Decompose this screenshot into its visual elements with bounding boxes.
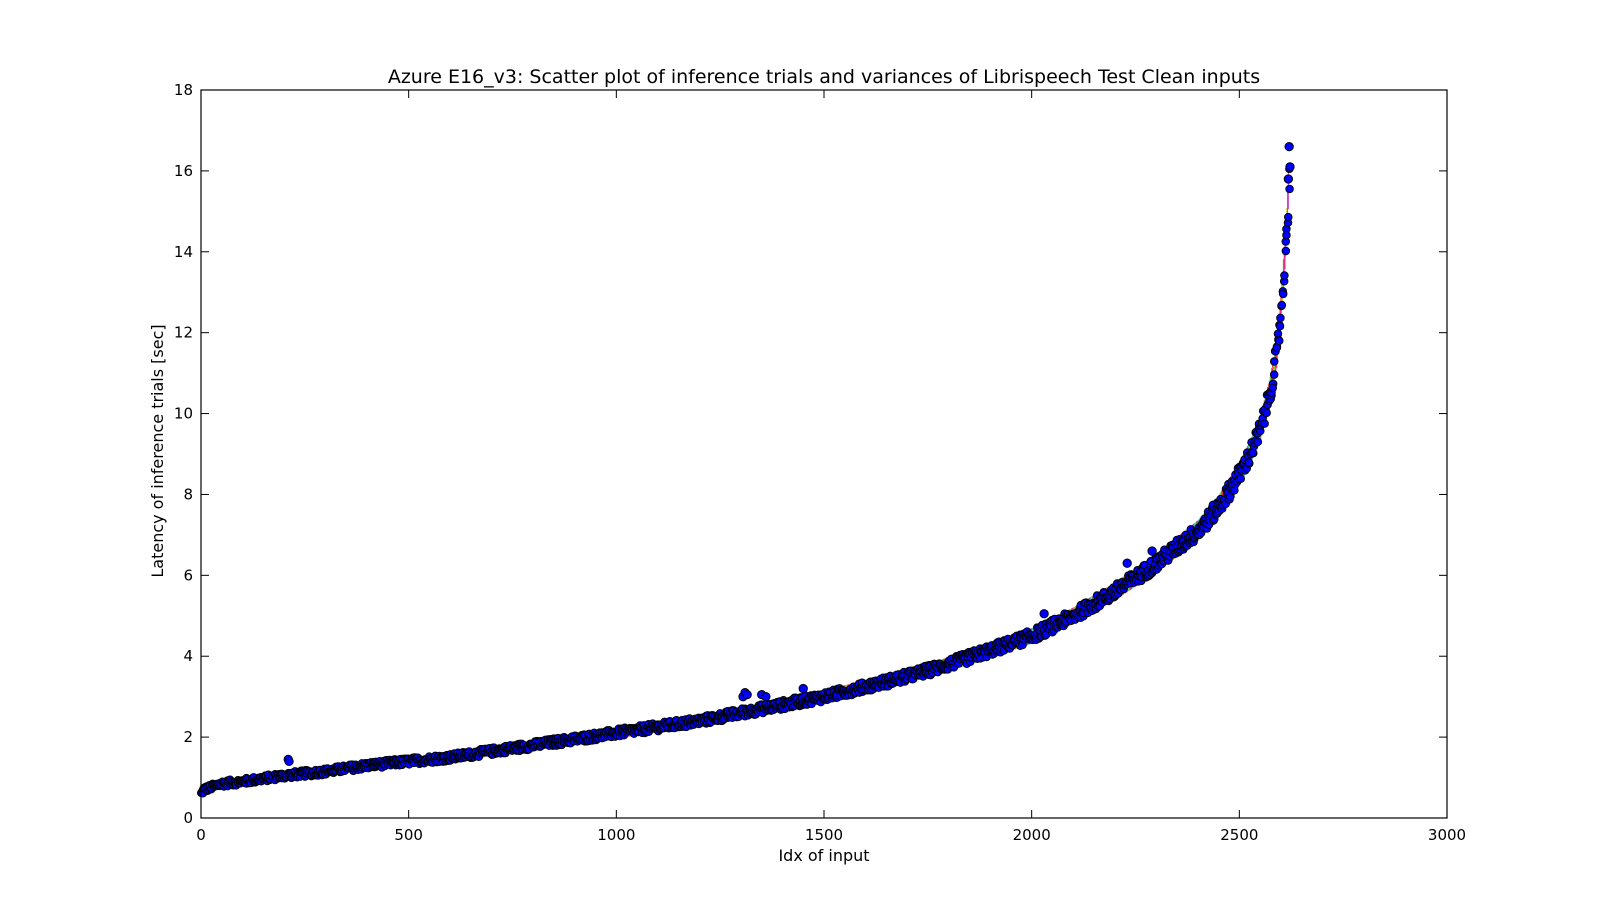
outlier-point: [1147, 546, 1157, 556]
data-point: [1260, 419, 1269, 428]
data-point: [1284, 212, 1293, 222]
marker-layer: [197, 141, 1295, 798]
data-point: [1277, 300, 1287, 310]
data-point: [1282, 230, 1291, 240]
data-point: [1276, 313, 1285, 323]
outlier-point: [1283, 174, 1293, 184]
data-point: [1236, 474, 1246, 483]
outlier-point: [1122, 558, 1132, 568]
outlier-point: [1039, 609, 1049, 619]
data-point: [1281, 246, 1291, 256]
x-tick-label: 1500: [805, 826, 843, 844]
data-point: [1269, 370, 1279, 379]
data-point: [1268, 383, 1278, 393]
y-tick-label: 12: [174, 324, 193, 342]
x-axis-label: Idx of input: [778, 846, 869, 865]
y-tick-label: 16: [174, 162, 193, 180]
y-tick-label: 6: [183, 566, 193, 584]
data-point: [1275, 321, 1285, 331]
y-tick-label: 8: [183, 485, 193, 503]
data-point: [1253, 437, 1263, 447]
x-tick-label: 0: [196, 826, 206, 844]
y-tick-label: 2: [183, 728, 193, 746]
y-tick-label: 0: [183, 809, 193, 827]
y-tick-label: 4: [183, 647, 193, 665]
data-point: [1269, 357, 1279, 366]
y-tick-label: 10: [174, 405, 193, 423]
x-tick-label: 1000: [597, 826, 635, 844]
y-axis-label: Latency of inference trials [sec]: [148, 324, 167, 577]
y-tick-label: 14: [174, 243, 193, 261]
chart-title: Azure E16_v3: Scatter plot of inference …: [388, 66, 1260, 88]
axes-layer: 0 500 1000 1500 2000 2500 3000 0 2 4 6 8 10 12 14 16 18: [174, 81, 1466, 844]
outlier-point: [742, 689, 752, 700]
data-point: [1280, 271, 1289, 280]
data-point: [1285, 184, 1294, 194]
y-tick-label: 18: [174, 81, 193, 99]
outlier-point: [761, 692, 771, 702]
data-point: [1275, 336, 1284, 346]
outlier-point: [1284, 141, 1294, 152]
x-tick-label: 3000: [1428, 826, 1466, 844]
x-tick-label: 500: [394, 826, 423, 844]
data-point: [1278, 289, 1288, 299]
x-tick-label: 2500: [1220, 826, 1258, 844]
data-point: [1244, 458, 1254, 467]
data-point: [1262, 408, 1271, 418]
outlier-point: [1285, 162, 1295, 172]
x-tick-label: 2000: [1013, 826, 1051, 844]
outlier-point: [284, 756, 294, 767]
outlier-point: [798, 683, 808, 694]
